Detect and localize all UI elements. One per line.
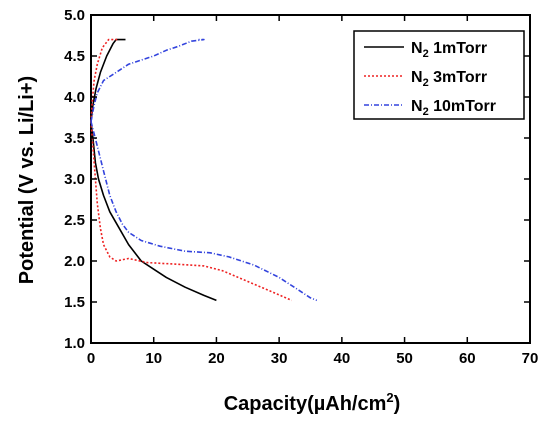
legend-label-3: N2 10mTorr [411,98,496,118]
legend-label-2: N2 3mTorr [411,69,487,89]
x-tick-label: 20 [208,350,225,367]
ticks-layer: 0 10 20 30 40 50 60 70 1.0 1.5 2.0 2.5 3.0 3.5 4.0 4.5 5… [64,7,538,367]
y-tick-label: 1.5 [64,294,85,311]
y-tick-label: 2.5 [64,212,85,229]
series-1-discharge-line [90,121,217,302]
y-tick-label: 4.5 [64,48,85,65]
series-2-charge-line [90,38,120,122]
series-layer [90,38,318,302]
x-axis-label: Capacity(µAh/cm2) [224,390,401,415]
legend: N2 1mTorr N2 3mTorr N2 10mTorr [353,30,525,120]
series-3-charge-line [90,38,205,122]
y-tick-label: 3.5 [64,130,85,147]
y-tick-label: 3.0 [64,171,85,188]
series-3-discharge-line [90,121,318,302]
x-tick-label: 40 [334,350,351,367]
y-tick-label: 4.0 [64,89,85,106]
y-tick-label: 2.0 [64,253,85,270]
x-tick-label: 10 [145,350,162,367]
y-tick-label: 5.0 [64,7,85,24]
x-tick-label: 60 [459,350,476,367]
x-tick-label: 50 [396,350,413,367]
x-tick-label: 70 [522,350,539,367]
series-2-discharge-line [90,121,293,302]
legend-label-1: N2 1mTorr [411,40,487,60]
series-1-charge-line [90,38,126,122]
x-tick-label: 30 [271,350,288,367]
legend-box [353,30,525,120]
y-tick-label: 1.0 [64,335,85,352]
x-tick-label: 0 [87,350,95,367]
y-axis-label: Potential (V vs. Li/Li+) [16,76,38,284]
